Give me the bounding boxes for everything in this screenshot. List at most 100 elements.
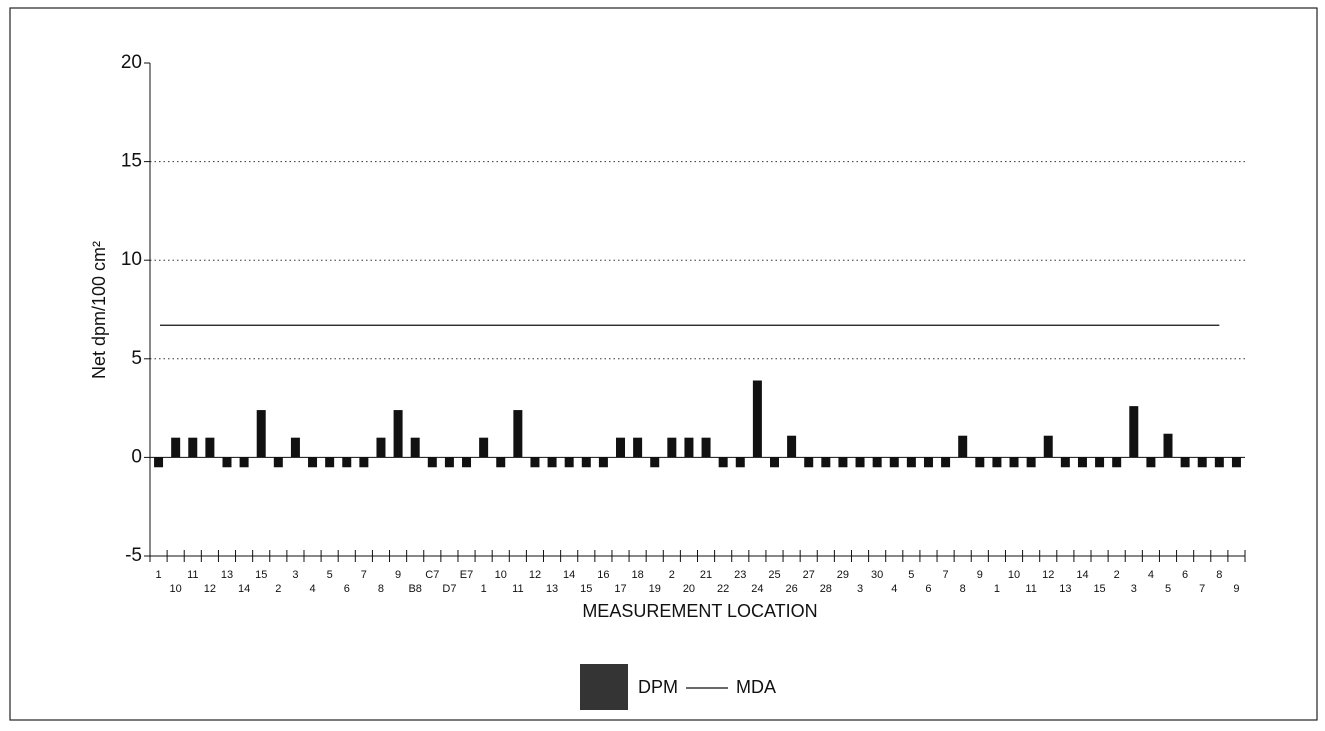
- y-tick-label: 15: [121, 151, 142, 172]
- x-tick-label: 13: [546, 583, 558, 595]
- bar: [427, 457, 437, 468]
- bar: [735, 457, 745, 468]
- bar: [290, 437, 300, 458]
- x-tick-label: 14: [238, 583, 250, 595]
- bar: [821, 457, 831, 468]
- bar: [171, 437, 181, 458]
- x-tick-label: 14: [1076, 569, 1088, 581]
- y-axis-label: Net dpm/100 cm²: [89, 241, 109, 379]
- bar: [581, 457, 591, 468]
- x-tick-label: 26: [785, 583, 797, 595]
- legend-label: DPM: [638, 677, 678, 697]
- bar: [923, 457, 933, 468]
- y-tick-label: 10: [121, 249, 142, 270]
- x-tick-label: 21: [700, 569, 712, 581]
- x-tick-label: 9: [977, 569, 983, 581]
- x-tick-label: 30: [871, 569, 883, 581]
- bar: [205, 437, 215, 458]
- x-tick-label: 20: [683, 583, 695, 595]
- x-tick-label: 2: [1114, 569, 1120, 581]
- bar: [718, 457, 728, 468]
- x-tick-label: 8: [378, 583, 384, 595]
- frame: [9, 7, 1318, 721]
- x-tick-label: 15: [255, 569, 267, 581]
- bar: [872, 457, 882, 468]
- x-tick-label: 7: [1199, 583, 1205, 595]
- bar: [188, 437, 198, 458]
- x-tick-label: D7: [442, 583, 456, 595]
- bar: [393, 410, 403, 458]
- bar: [1112, 457, 1122, 468]
- x-tick-label: 8: [960, 583, 966, 595]
- bar: [256, 410, 266, 458]
- x-tick-label: 12: [204, 583, 216, 595]
- x-tick-label: 23: [734, 569, 746, 581]
- x-tick-label: 6: [1182, 569, 1188, 581]
- bar: [906, 457, 916, 468]
- x-tick-label: 7: [943, 569, 949, 581]
- bar: [1026, 457, 1036, 468]
- x-tick-label: 22: [717, 583, 729, 595]
- x-tick-label: 18: [631, 569, 643, 581]
- bar: [855, 457, 865, 468]
- x-tick-label: 9: [1233, 583, 1239, 595]
- bar: [1197, 457, 1207, 468]
- bar: [1214, 457, 1224, 468]
- legend-label: MDA: [736, 677, 776, 697]
- x-tick-label: 2: [669, 569, 675, 581]
- x-tick-label: 6: [925, 583, 931, 595]
- bar: [1146, 457, 1156, 468]
- x-tick-label: 28: [820, 583, 832, 595]
- bar: [1009, 457, 1019, 468]
- x-tick-label: 3: [857, 583, 863, 595]
- x-tick-label: 16: [597, 569, 609, 581]
- x-tick-label: C7: [425, 569, 439, 581]
- bar: [308, 457, 318, 468]
- y-tick-label: 20: [121, 52, 142, 73]
- bar: [941, 457, 951, 468]
- x-tick-label: B8: [408, 583, 421, 595]
- x-tick-label: 1: [994, 583, 1000, 595]
- x-tick-label: 3: [1131, 583, 1137, 595]
- bar: [769, 457, 779, 468]
- bar: [598, 457, 608, 468]
- x-tick-label: 14: [563, 569, 575, 581]
- x-tick-label: 2: [275, 583, 281, 595]
- x-tick-label: 7: [361, 569, 367, 581]
- bar: [444, 457, 454, 468]
- bar: [1043, 435, 1053, 458]
- bar: [752, 380, 762, 458]
- bar: [530, 457, 540, 468]
- x-tick-label: 4: [309, 583, 315, 595]
- bar: [889, 457, 899, 468]
- x-tick-label: 11: [1025, 583, 1036, 595]
- bar: [1129, 406, 1139, 458]
- x-tick-label: 10: [170, 583, 182, 595]
- bar: [342, 457, 352, 468]
- bar: [1077, 457, 1087, 468]
- bar: [325, 457, 335, 468]
- x-tick-label: 12: [529, 569, 541, 581]
- bar: [154, 457, 164, 468]
- x-tick-label: 12: [1042, 569, 1054, 581]
- bar: [992, 457, 1002, 468]
- bar: [479, 437, 489, 458]
- x-tick-label: 11: [187, 569, 198, 581]
- x-tick-label: 25: [768, 569, 780, 581]
- legend-swatch: [580, 664, 628, 710]
- bar: [975, 457, 985, 468]
- bar: [564, 457, 574, 468]
- bar: [1095, 457, 1105, 468]
- bar: [701, 437, 711, 458]
- x-tick-label: 10: [495, 569, 507, 581]
- x-tick-label: 6: [344, 583, 350, 595]
- x-tick-label: 29: [837, 569, 849, 581]
- x-tick-label: 15: [580, 583, 592, 595]
- bar: [650, 457, 660, 468]
- bar: [633, 437, 643, 458]
- x-tick-label: 17: [614, 583, 626, 595]
- bar: [462, 457, 472, 468]
- x-tick-label: 5: [908, 569, 914, 581]
